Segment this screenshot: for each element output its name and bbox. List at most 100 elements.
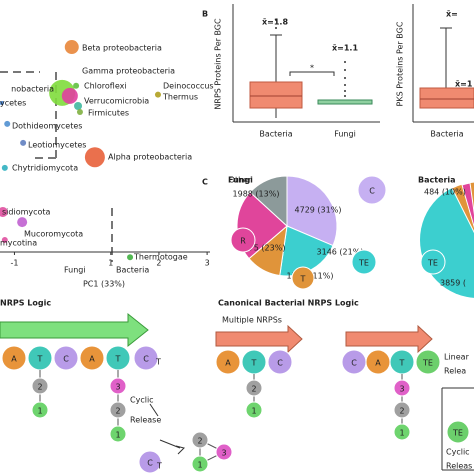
domain-label: C (63, 355, 69, 364)
outlier (344, 84, 346, 86)
significance-bracket (289, 71, 335, 76)
x-axis-label: PC1 (33%) (83, 280, 125, 289)
domain-label: C (351, 359, 357, 368)
monomer (31, 401, 49, 419)
domain-label: T (37, 355, 43, 364)
module-arrow (215, 324, 303, 354)
point-label: Thermus (162, 93, 198, 102)
domain-label: 1 (399, 429, 404, 438)
pie-slice (279, 225, 334, 277)
domain-label: C (369, 187, 375, 196)
monomer (191, 431, 209, 449)
category-badge (357, 175, 387, 205)
mean-label: x̄=1.1 (332, 44, 358, 53)
monomer (393, 401, 411, 419)
x-tick-label: -1 (10, 259, 18, 268)
domain-label: C (277, 359, 283, 368)
point-label: Verrucomicrobia (84, 97, 149, 106)
domain-label: 2 (197, 437, 202, 446)
domain-label: 2 (399, 407, 404, 416)
point (76, 108, 83, 115)
domain (138, 450, 162, 474)
x-tick-label: Bacteria (259, 130, 292, 139)
subscript: T (155, 358, 161, 367)
x-tick-label: Bacteria (430, 130, 463, 139)
point (0, 101, 4, 106)
domain-label: A (225, 359, 231, 368)
x-tick-label: 2 (156, 259, 161, 268)
domain-label: 3 (399, 385, 404, 394)
bacteria-pie-slice (461, 182, 474, 229)
point-label: Chloroflexi (84, 82, 127, 91)
domain (267, 349, 293, 375)
point-label: Thermotogae (133, 253, 188, 262)
y-axis-label: NRPS Proteins Per BGC (214, 18, 223, 110)
monomer (109, 377, 127, 395)
monomer (393, 379, 411, 397)
domain-label: C (143, 355, 149, 364)
category-badge (351, 249, 377, 275)
point-label: mycotina (0, 239, 37, 248)
point (1, 236, 8, 243)
point-label: ycetes (0, 99, 26, 108)
point-label: Beta proteobacteria (82, 44, 162, 53)
box (249, 81, 303, 109)
group-label: Fungi (64, 266, 86, 275)
point (61, 87, 78, 104)
point (74, 101, 83, 110)
point (17, 217, 28, 228)
category-badge (291, 266, 315, 290)
domain-label: 2 (37, 383, 42, 392)
monomer (31, 377, 49, 395)
point (154, 91, 161, 98)
point-label: Alpha proteobacteria (108, 153, 192, 162)
module-arrow (345, 324, 433, 354)
monomer (191, 455, 209, 473)
section-title: NRPS Logic (0, 299, 51, 308)
panel-label: C (202, 178, 208, 187)
domain-label: T (300, 275, 306, 284)
x-tick-label: 3 (205, 259, 210, 268)
outlier (275, 27, 277, 29)
point (84, 147, 105, 168)
bracket (441, 387, 474, 471)
point (4, 120, 11, 127)
panel-b-axes (232, 4, 474, 123)
domain (79, 345, 105, 371)
subscript: T (156, 462, 162, 471)
monomer (393, 423, 411, 441)
x-tick-label: Fungi (334, 130, 356, 139)
point-label: Dothideomycetes (12, 122, 82, 131)
ring (199, 439, 226, 465)
outlier (344, 90, 346, 92)
release-label: Linear (444, 353, 470, 362)
box (317, 99, 373, 105)
domain (53, 345, 79, 371)
pie-title: Fungi (228, 176, 253, 185)
mean-label: x̄=1.8 (262, 18, 288, 27)
category-label: Other (229, 176, 252, 185)
release-label: Cyclic (446, 448, 470, 457)
domain-label: 2 (115, 407, 120, 416)
domain-label: 1 (37, 407, 42, 416)
outlier (344, 95, 346, 97)
point (127, 254, 134, 261)
monomer (109, 401, 127, 419)
slice-label: 484 (10%) (424, 188, 466, 197)
domain-label: 1 (197, 461, 202, 470)
module-arrow (0, 312, 149, 348)
domain-label: C (147, 459, 153, 468)
point-label: Leotiomycetes (28, 141, 86, 150)
release-label: Cyclic (130, 396, 154, 405)
domain-label: R (240, 237, 246, 246)
arrow-head (175, 445, 185, 455)
group-label: Bacteria (116, 266, 149, 275)
arrow (149, 403, 181, 449)
dashed-divider (0, 71, 113, 262)
slice-label: 3146 (21%) (317, 248, 364, 257)
domain-label: 2 (251, 385, 256, 394)
category-badge (230, 227, 256, 253)
significance: * (310, 64, 314, 73)
domain (446, 420, 470, 444)
